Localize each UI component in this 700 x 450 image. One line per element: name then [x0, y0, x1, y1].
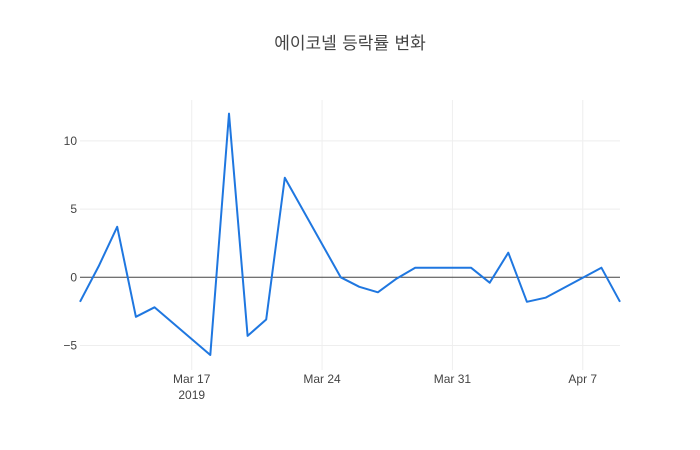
x-axis: Mar 17 2019 Mar 24 Mar 31 Apr 7 — [173, 372, 597, 402]
x-tick-label: Mar 17 — [173, 372, 211, 386]
y-tick-label: −5 — [63, 338, 77, 352]
y-axis: −5 0 5 10 — [63, 134, 77, 353]
x-tick-sublabel: 2019 — [178, 388, 205, 402]
chart-title: 에이코넬 등락률 변화 — [274, 34, 426, 54]
x-gridlines — [191, 100, 584, 370]
x-tick-label: Apr 7 — [568, 372, 597, 386]
y-tick-label: 0 — [70, 270, 77, 284]
x-tick-label: Mar 24 — [303, 372, 341, 386]
series-line — [79, 112, 621, 356]
y-tick-label: 5 — [70, 202, 77, 216]
x-tick-label: Mar 31 — [434, 372, 472, 386]
series-layer — [79, 112, 621, 356]
y-gridlines — [80, 140, 620, 346]
y-tick-label: 10 — [64, 134, 78, 148]
